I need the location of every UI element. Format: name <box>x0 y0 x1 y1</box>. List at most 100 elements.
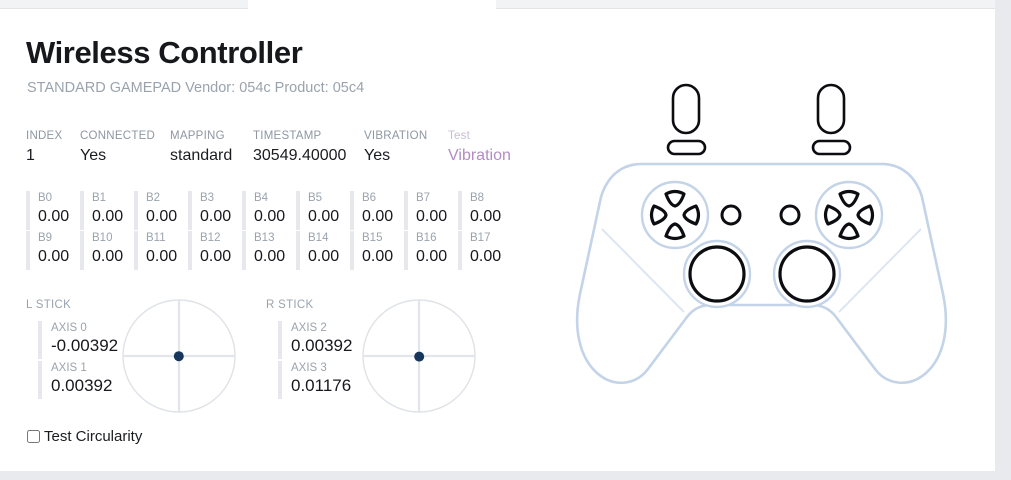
button-readout-b3: B3 0.00 <box>188 191 238 230</box>
info-index: INDEX 1 <box>26 129 62 167</box>
button-readout-label: B2 <box>146 192 161 204</box>
right-bumper-icon <box>811 139 852 156</box>
button-readout-b14: B14 0.00 <box>296 231 346 270</box>
right-stick-axis-x-label: AXIS 2 <box>291 322 327 334</box>
button-readout-label: B1 <box>92 192 107 204</box>
button-readout-b13: B13 0.00 <box>242 231 292 270</box>
test-circularity-label[interactable]: Test Circularity <box>44 428 143 445</box>
buttons-row-bottom: B9 0.00 B10 0.00 B11 0.00 B12 0.00 B13 0.00 B14 0.0… <box>26 231 526 271</box>
left-bumper-icon <box>666 139 707 156</box>
info-mapping-label: MAPPING <box>170 130 225 142</box>
button-readout-label: B13 <box>254 232 275 244</box>
left-stick-axis-y: AXIS 1 0.00392 <box>38 361 138 399</box>
button-readout-value: 0.00 <box>362 248 394 265</box>
left-trigger-icon <box>671 83 701 135</box>
button-readout-b5: B5 0.00 <box>296 191 346 230</box>
button-readout-value: 0.00 <box>362 208 394 225</box>
start-button-icon[interactable] <box>779 204 801 226</box>
right-stick-axis-y-value: 0.01176 <box>291 376 352 395</box>
button-readout-b12: B12 0.00 <box>188 231 238 270</box>
button-readout-b10: B10 0.00 <box>80 231 130 270</box>
left-analog-stick-icon[interactable] <box>688 245 746 303</box>
button-readout-b4: B4 0.00 <box>242 191 292 230</box>
tabstrip-segment-right <box>496 0 995 9</box>
button-readout-value: 0.00 <box>200 208 232 225</box>
info-index-value: 1 <box>26 147 35 164</box>
test-circularity-checkbox[interactable] <box>27 430 40 443</box>
right-stick-axis-y-label: AXIS 3 <box>291 362 327 374</box>
buttons-grid: B0 0.00 B1 0.00 B2 0.00 B3 0.00 B4 0.00 B5 0.00 B6 0.… <box>26 191 526 271</box>
button-readout-value: 0.00 <box>416 248 448 265</box>
face-buttons-icon[interactable] <box>823 189 875 241</box>
test-circularity-row[interactable]: Test Circularity <box>27 428 142 445</box>
info-mapping: MAPPING standard <box>170 129 232 167</box>
page-subtitle: STANDARD GAMEPAD Vendor: 054c Product: 0… <box>27 80 365 96</box>
button-readout-value: 0.00 <box>308 208 340 225</box>
button-readout-value: 0.00 <box>146 208 178 225</box>
info-timestamp: TIMESTAMP 30549.40000 <box>253 129 346 167</box>
info-timestamp-value: 30549.40000 <box>253 147 347 164</box>
button-readout-b0: B0 0.00 <box>26 191 76 230</box>
button-readout-label: B11 <box>146 232 166 244</box>
button-readout-value: 0.00 <box>92 248 124 265</box>
button-readout-b17: B17 0.00 <box>458 231 508 270</box>
button-readout-b6: B6 0.00 <box>350 191 400 230</box>
button-readout-label: B14 <box>308 232 329 244</box>
button-readout-value: 0.00 <box>416 208 448 225</box>
button-readout-label: B8 <box>470 192 485 204</box>
button-readout-b11: B11 0.00 <box>134 231 184 270</box>
test-vibration-button[interactable]: Test Vibration <box>448 129 511 167</box>
tabstrip-segment-left <box>0 0 248 9</box>
info-vibration: VIBRATION Yes <box>364 129 427 167</box>
button-readout-value: 0.00 <box>146 248 178 265</box>
info-mapping-value: standard <box>170 147 233 164</box>
button-readout-label: B12 <box>200 232 221 244</box>
right-stick-visualizer[interactable] <box>361 298 477 414</box>
left-stick-axis-y-value: 0.00392 <box>51 376 113 395</box>
left-stick-title: L STICK <box>26 299 72 311</box>
right-stick-axis-x-value: 0.00392 <box>291 336 353 355</box>
dpad-housing-ring <box>640 180 710 250</box>
button-readout-value: 0.00 <box>308 248 340 265</box>
select-button-icon[interactable] <box>720 204 742 226</box>
button-readout-label: B16 <box>416 232 437 244</box>
info-connected-label: CONNECTED <box>80 130 156 142</box>
button-readout-value: 0.00 <box>470 248 502 265</box>
page-viewport: Wireless Controller STANDARD GAMEPAD Ven… <box>0 9 995 471</box>
button-readout-b9: B9 0.00 <box>26 231 76 270</box>
info-index-label: INDEX <box>26 130 63 142</box>
right-trigger-icon <box>816 83 846 135</box>
left-stick-visualizer[interactable] <box>121 298 237 414</box>
info-connected-value: Yes <box>80 147 107 164</box>
right-stick-title: R STICK <box>266 299 314 311</box>
right-stick-axis-y: AXIS 3 0.01176 <box>278 361 378 399</box>
controller-info-panel: Wireless Controller STANDARD GAMEPAD Ven… <box>0 9 560 471</box>
button-readout-label: B0 <box>38 192 53 204</box>
info-vibration-label: VIBRATION <box>364 130 428 142</box>
right-stick-axis-x: AXIS 2 0.00392 <box>278 321 378 359</box>
info-connected: CONNECTED Yes <box>80 129 155 167</box>
button-readout-value: 0.00 <box>254 208 286 225</box>
controller-diagram-panel <box>560 9 995 471</box>
button-readout-label: B17 <box>470 232 491 244</box>
buttons-row-top: B0 0.00 B1 0.00 B2 0.00 B3 0.00 B4 0.00 B5 0.00 B6 0.… <box>26 191 526 231</box>
button-readout-label: B9 <box>38 232 53 244</box>
button-readout-label: B10 <box>92 232 113 244</box>
right-analog-stick-icon[interactable] <box>778 245 836 303</box>
button-readout-b1: B1 0.00 <box>80 191 130 230</box>
dpad-icon[interactable] <box>649 189 701 241</box>
left-stick-axis-x-value: -0.00392 <box>51 336 119 355</box>
body-crease-left <box>601 228 685 313</box>
button-readout-value: 0.00 <box>38 248 70 265</box>
button-readout-value: 0.00 <box>200 248 232 265</box>
body-crease-right <box>838 228 922 313</box>
face-buttons-housing-ring <box>814 180 884 250</box>
tabstrip-segment-edge <box>995 0 1011 9</box>
test-vibration-action: Vibration <box>448 147 511 164</box>
button-readout-b7: B7 0.00 <box>404 191 454 230</box>
button-readout-b8: B8 0.00 <box>458 191 508 230</box>
button-readout-label: B6 <box>362 192 377 204</box>
button-readout-b2: B2 0.00 <box>134 191 184 230</box>
browser-tabstrip <box>0 0 1011 9</box>
